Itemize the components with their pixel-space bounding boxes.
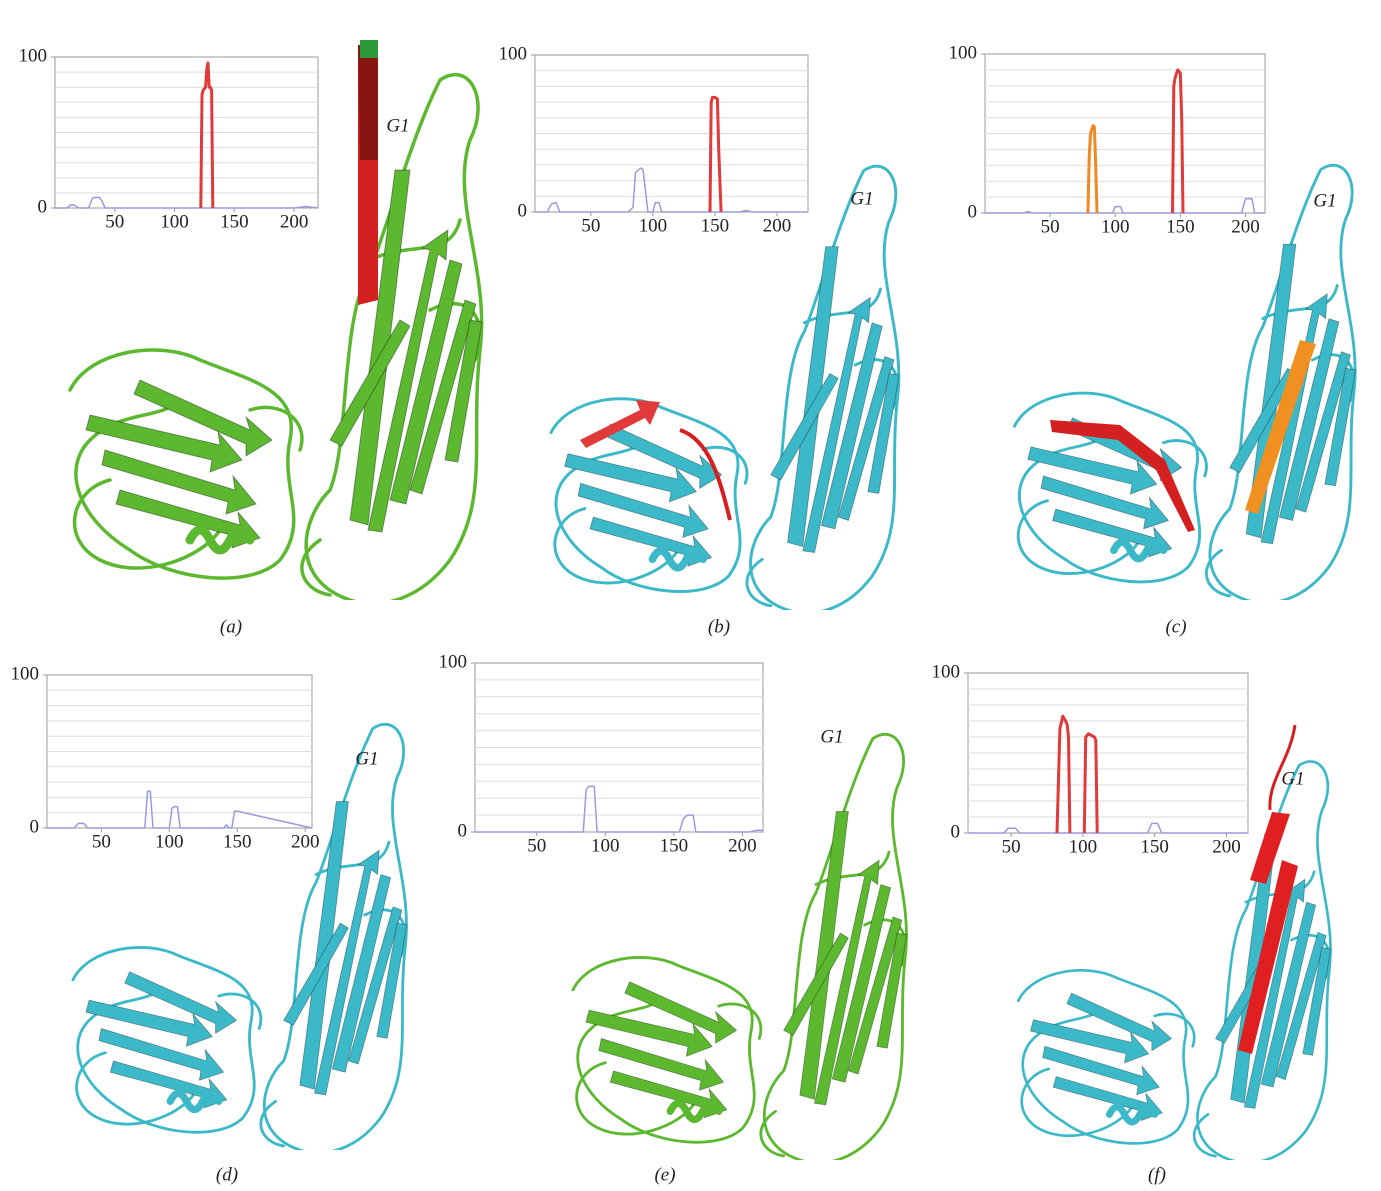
series-line [535, 167, 808, 213]
highlight-strand [580, 400, 660, 448]
series-line [55, 196, 319, 209]
x-tick-label: 100 [1069, 836, 1098, 857]
x-tick-label: 50 [92, 831, 111, 852]
highlight-strand [1050, 420, 1195, 532]
x-tick-label: 150 [1166, 216, 1195, 237]
x-tick-label: 200 [728, 835, 757, 856]
series-line [708, 95, 723, 213]
series-line [199, 61, 215, 209]
chart-panel: 0 100 50 100 150 200 (b) G1 [499, 43, 874, 637]
series-line [985, 197, 1265, 214]
x-tick-label: 200 [291, 831, 320, 852]
highlight-strand [1245, 340, 1316, 514]
x-tick-label: 100 [155, 831, 184, 852]
structure-label: G1 [850, 188, 873, 209]
chart-panel: 0 100 50 100 150 200 (f) G1 [932, 661, 1305, 1185]
panel-label: (e) [654, 1164, 675, 1185]
highlight-loop [1268, 724, 1297, 811]
series-line [47, 790, 313, 829]
y-tick-label: 0 [38, 196, 48, 217]
x-tick-label: 150 [660, 835, 689, 856]
series-line [1086, 124, 1099, 214]
structure-label: G1 [355, 748, 378, 769]
x-tick-label: 150 [1140, 836, 1169, 857]
y-tick-label: 0 [951, 821, 961, 842]
structure-label: G1 [820, 726, 843, 747]
y-tick-label: 0 [518, 200, 528, 221]
chart-panel: 0 100 50 100 150 200 (d) G1 [11, 663, 379, 1185]
charts: 0 100 50 100 150 200 (a) G1 0 100 50 100 150 200 (b) G1… [11, 42, 1337, 1185]
x-tick-label: 150 [701, 215, 730, 236]
x-tick-label: 50 [1041, 216, 1060, 237]
y-tick-label: 100 [11, 663, 40, 684]
panel-label: (d) [216, 1164, 238, 1185]
panel-label: (c) [1165, 616, 1186, 637]
x-tick-label: 100 [639, 215, 668, 236]
highlight-strand [1250, 812, 1290, 884]
protein-structures [70, 40, 1355, 1163]
panel-label: (a) [220, 616, 242, 637]
x-tick-label: 100 [160, 211, 189, 232]
series-line [475, 785, 763, 833]
chart-panel: 0 100 50 100 150 200 (e) G1 [439, 651, 844, 1185]
x-tick-label: 100 [591, 835, 620, 856]
x-tick-label: 200 [1212, 836, 1241, 857]
panel-label: (b) [708, 616, 730, 637]
x-tick-label: 200 [280, 211, 309, 232]
panel-label: (f) [1148, 1164, 1166, 1185]
structure-label: G1 [386, 115, 409, 136]
x-tick-label: 200 [1231, 216, 1260, 237]
y-tick-label: 0 [30, 816, 40, 837]
x-tick-label: 50 [1002, 836, 1021, 857]
chart-panel: 0 100 50 100 150 200 (a) G1 [19, 45, 410, 637]
x-tick-label: 100 [1101, 216, 1130, 237]
y-tick-label: 100 [499, 43, 528, 64]
series-line [1171, 68, 1185, 214]
y-tick-label: 100 [19, 45, 48, 66]
x-tick-label: 150 [220, 211, 249, 232]
x-tick-label: 150 [223, 831, 252, 852]
y-tick-label: 0 [458, 820, 468, 841]
highlight-strand [1238, 860, 1298, 1054]
x-tick-label: 50 [527, 835, 546, 856]
x-tick-label: 50 [581, 215, 600, 236]
y-tick-label: 0 [968, 201, 978, 222]
highlight-strand [360, 40, 378, 58]
y-tick-label: 100 [949, 42, 978, 63]
series-line [1055, 714, 1072, 834]
structure-label: G1 [1281, 768, 1304, 789]
series-line [968, 822, 1248, 834]
structure-label: G1 [1313, 190, 1336, 211]
series-line [1082, 732, 1099, 834]
x-tick-label: 50 [105, 211, 124, 232]
highlight-loop [679, 428, 732, 521]
y-tick-label: 100 [439, 651, 468, 672]
chart-panel: 0 100 50 100 150 200 (c) G1 [949, 42, 1337, 637]
highlight-strand [358, 45, 378, 160]
y-tick-label: 100 [932, 661, 961, 682]
x-tick-label: 200 [763, 215, 792, 236]
